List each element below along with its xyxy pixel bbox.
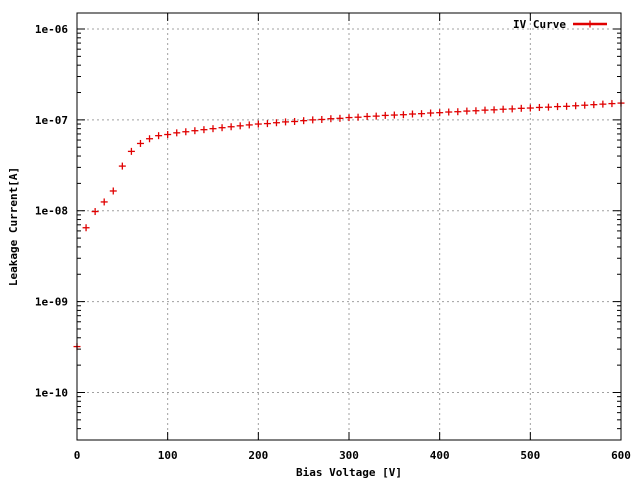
data-point [263, 120, 271, 128]
data-point [526, 104, 534, 112]
data-point [581, 101, 589, 109]
data-point [381, 111, 389, 119]
data-point [309, 116, 317, 124]
x-tick-label: 100 [158, 449, 178, 462]
data-point [490, 106, 498, 114]
y-tick-label: 1e-09 [35, 296, 68, 309]
data-point [572, 102, 580, 110]
data-point [227, 123, 235, 131]
data-point [91, 208, 99, 216]
data-point [245, 121, 253, 129]
data-point [499, 105, 507, 113]
data-point [408, 110, 416, 118]
data-point [454, 108, 462, 116]
data-point [399, 111, 407, 119]
data-point [173, 129, 181, 137]
x-tick-label: 0 [74, 449, 81, 462]
data-point [354, 113, 362, 121]
data-point [218, 124, 226, 132]
data-point [291, 117, 299, 125]
x-tick-label: 300 [339, 449, 359, 462]
x-tick-label: 200 [248, 449, 268, 462]
x-tick-label: 600 [611, 449, 631, 462]
data-point [182, 128, 190, 136]
data-point [472, 107, 480, 115]
data-point [191, 127, 199, 135]
data-point [608, 100, 616, 108]
x-tick-label: 500 [520, 449, 540, 462]
data-point [300, 117, 308, 125]
data-point [590, 101, 598, 109]
data-point [390, 111, 398, 119]
data-point [272, 119, 280, 127]
data-point [345, 114, 353, 122]
legend-label: IV Curve [513, 18, 566, 31]
data-point [118, 162, 126, 170]
y-tick-label: 1e-10 [35, 386, 68, 399]
data-point [372, 112, 380, 120]
data-point [109, 187, 117, 195]
data-point [100, 198, 108, 206]
y-tick-label: 1e-07 [35, 114, 68, 127]
data-point [209, 125, 217, 133]
y-axis-title: Leakage Current[A] [7, 167, 20, 286]
data-point [82, 224, 90, 232]
data-point [563, 102, 571, 110]
data-point [517, 104, 525, 112]
data-point [146, 135, 154, 143]
x-tick-label: 400 [430, 449, 450, 462]
data-point [544, 103, 552, 111]
axis-ticks [76, 13, 622, 441]
data-point [481, 106, 489, 114]
data-point [554, 103, 562, 111]
data-point [463, 107, 471, 115]
data-point [436, 109, 444, 117]
data-point [427, 109, 435, 117]
data-point [164, 131, 172, 139]
data-point [155, 132, 163, 140]
data-point [318, 115, 326, 123]
legend-marker-sample [586, 20, 594, 28]
data-point [599, 100, 607, 108]
data-point [418, 110, 426, 118]
data-point [508, 105, 516, 113]
data-point [282, 118, 290, 126]
data-point [535, 103, 543, 111]
y-tick-label: 1e-08 [35, 205, 68, 218]
data-point [236, 122, 244, 130]
grid-lines [77, 13, 621, 440]
data-point [200, 126, 208, 134]
data-point [136, 139, 144, 147]
data-point [327, 115, 335, 123]
data-point [254, 120, 262, 128]
x-axis-title: Bias Voltage [V] [296, 466, 402, 479]
tick-labels: 0 100 200 300 400 500 600 1e-10 1e-09 1e-08 1e-07 1… [35, 23, 631, 462]
plot-frame [76, 12, 622, 441]
data-point [445, 108, 453, 116]
data-point [363, 112, 371, 120]
data-point [336, 114, 344, 122]
legend: IV Curve [513, 18, 607, 31]
y-tick-label: 1e-06 [35, 23, 68, 36]
data-point [127, 147, 135, 155]
